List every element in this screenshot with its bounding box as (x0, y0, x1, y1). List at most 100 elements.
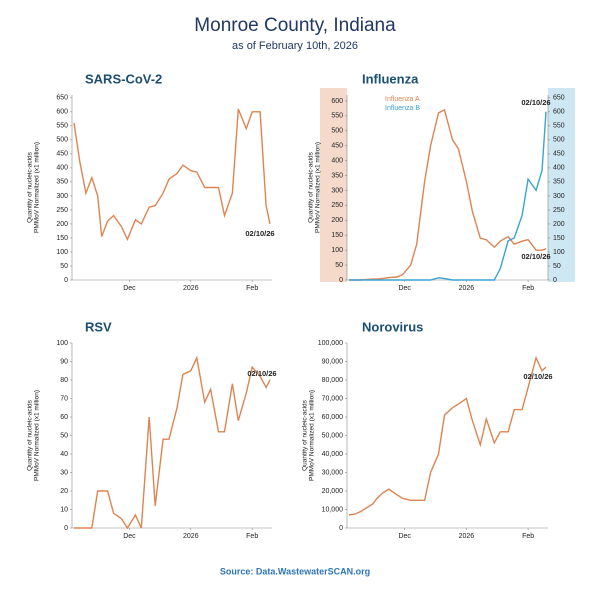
y-tick-label: 150 (56, 235, 68, 242)
y-tick-label: 80,000 (322, 377, 344, 384)
y-tick-label: 100 (56, 340, 68, 347)
y-tick-label: 90,000 (322, 358, 344, 365)
y-tick-label: 60,000 (322, 414, 344, 421)
y-tick-label: 100 (331, 247, 343, 254)
annotation: 02/10/26 (247, 369, 276, 378)
x-tick-label: 2026 (459, 285, 475, 292)
y-tick-label: 0 (64, 277, 68, 284)
x-tick-label: Feb (246, 285, 258, 292)
panel-title: RSV (85, 319, 112, 334)
panel-title: SARS-CoV-2 (85, 71, 162, 86)
x-tick-label: Dec (398, 285, 411, 292)
y-tick-label: 0 (339, 277, 343, 284)
series-line (73, 108, 271, 242)
y-tick-label: 250 (56, 207, 68, 214)
y-tick-label: 600 (56, 109, 68, 116)
page-subtitle: as of February 10th, 2026 (232, 40, 358, 52)
series-line (74, 355, 271, 530)
y-tick-label: 300 (331, 187, 343, 194)
y-tick-label: 350 (56, 179, 68, 186)
legend-entry: Influenza A (385, 96, 420, 103)
x-tick-label: Feb (522, 533, 534, 540)
y-axis-label: Quantity of nucleic-acids (308, 151, 315, 223)
series-line (349, 108, 547, 281)
y2-tick-label: 450 (553, 151, 565, 158)
annotation: 02/10/26 (521, 98, 550, 107)
y-tick-label: 450 (331, 143, 343, 150)
y-tick-label: 40 (60, 451, 68, 458)
x-tick-label: 2026 (183, 533, 199, 540)
x-tick-label: Dec (123, 285, 136, 292)
y-axis-band (320, 88, 347, 282)
y-tick-label: 40,000 (322, 451, 344, 458)
y-axis-label: PMMoV Normalized (x1 million) (315, 142, 322, 233)
y-tick-label: 600 (331, 98, 343, 105)
y-tick-label: 50 (335, 262, 343, 269)
x-tick-label: 2026 (459, 533, 475, 540)
y2-tick-label: 200 (553, 221, 565, 228)
y-tick-label: 650 (56, 95, 68, 102)
y-tick-label: 550 (56, 123, 68, 130)
y-tick-label: 90 (60, 358, 68, 365)
y-tick-label: 50 (60, 263, 68, 270)
series-line (348, 355, 547, 516)
y-tick-label: 300 (56, 193, 68, 200)
y-tick-label: 200 (56, 221, 68, 228)
y-tick-label: 30 (60, 469, 68, 476)
y2-tick-label: 0 (553, 277, 557, 284)
y2-tick-label: 400 (553, 165, 565, 172)
page-title: Monroe County, Indiana (194, 15, 396, 36)
legend-entry: Influenza B (385, 105, 420, 112)
annotation: 02/10/26 (245, 229, 274, 238)
y-axis-label: Quantity of nucleic-acids (27, 151, 34, 223)
y2-tick-label: 300 (553, 193, 565, 200)
y-tick-label: 50 (60, 432, 68, 439)
annotation: 02/10/26 (521, 252, 550, 261)
y-tick-label: 250 (331, 202, 343, 209)
y-axis-label: PMMoV Normalized (x1 million) (309, 390, 316, 481)
series-line (349, 111, 547, 281)
y-tick-label: 20 (60, 488, 68, 495)
y-tick-label: 400 (56, 165, 68, 172)
y-tick-label: 50,000 (322, 432, 344, 439)
y-tick-label: 500 (331, 128, 343, 135)
y2-tick-label: 350 (553, 179, 565, 186)
y-axis-label: PMMoV Normalized (x1 million) (34, 142, 41, 233)
panel-title: Norovirus (362, 319, 423, 334)
y-tick-label: 60 (60, 414, 68, 421)
y-tick-label: 0 (339, 525, 343, 532)
x-tick-label: Feb (246, 533, 258, 540)
y-tick-label: 80 (60, 377, 68, 384)
y-axis-label: Quantity of nucleic-acids (27, 399, 34, 471)
y-tick-label: 350 (331, 172, 343, 179)
y2-tick-label: 500 (553, 137, 565, 144)
x-tick-label: Dec (123, 533, 136, 540)
y-axis-label: Quantity of nucleic-acids (302, 399, 309, 471)
y-tick-label: 20,000 (322, 488, 344, 495)
y-tick-label: 100 (56, 249, 68, 256)
y2-tick-label: 150 (553, 235, 565, 242)
x-tick-label: 2026 (183, 285, 199, 292)
source: Source: Data.WastewaterSCAN.org (220, 566, 370, 576)
y2-tick-label: 600 (553, 109, 565, 116)
annotation: 02/10/26 (523, 372, 552, 381)
y-tick-label: 150 (331, 232, 343, 239)
y2-tick-label: 550 (553, 123, 565, 130)
y-tick-label: 500 (56, 137, 68, 144)
y-tick-label: 0 (64, 525, 68, 532)
y2-tick-label: 50 (553, 263, 561, 270)
y2-tick-label: 250 (553, 207, 565, 214)
y2-tick-label: 100 (553, 249, 565, 256)
y-tick-label: 70,000 (322, 395, 344, 402)
y-tick-label: 100,000 (318, 340, 343, 347)
y2-tick-label: 650 (553, 95, 565, 102)
y-tick-label: 10,000 (322, 506, 344, 513)
y-axis-label: PMMoV Normalized (x1 million) (34, 390, 41, 481)
y2-axis-band (548, 88, 575, 282)
y-tick-label: 450 (56, 151, 68, 158)
x-tick-label: Feb (522, 285, 534, 292)
y-tick-label: 550 (331, 113, 343, 120)
y-tick-label: 10 (60, 506, 68, 513)
panel-title: Influenza (362, 71, 419, 86)
